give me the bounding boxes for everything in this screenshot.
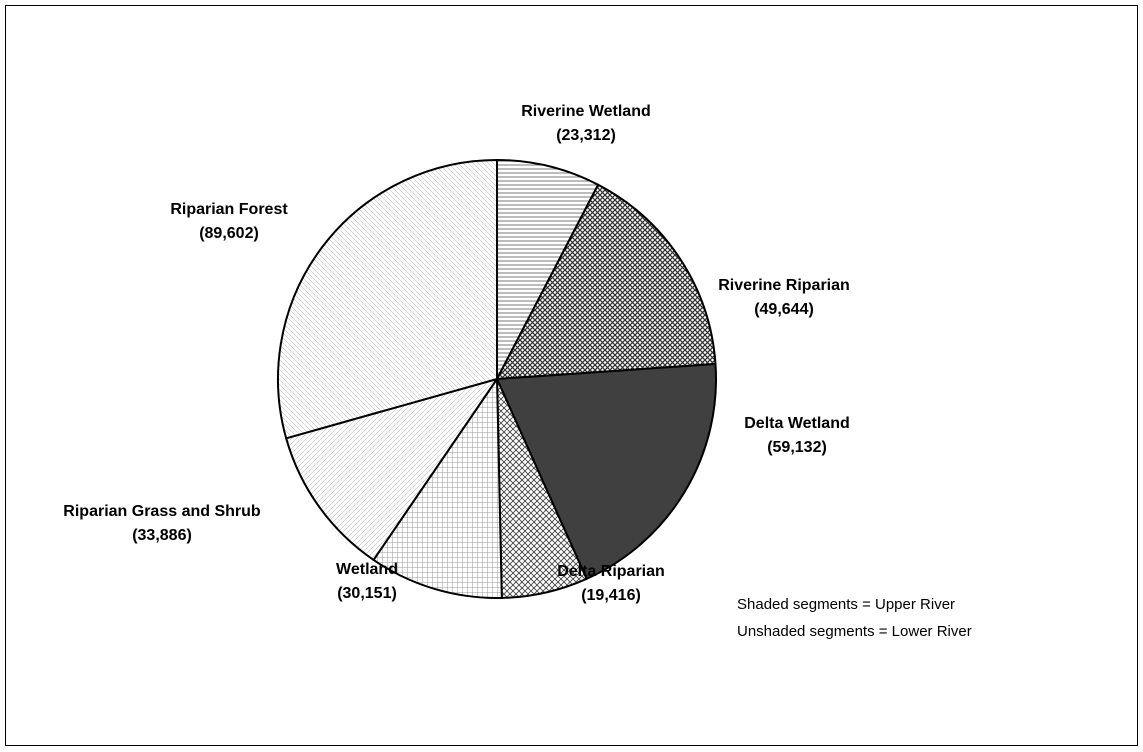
pie-slice — [277, 159, 498, 440]
category-label: Riverine Riparian — [718, 277, 850, 294]
category-label: Wetland — [336, 561, 398, 578]
frame — [5, 5, 1138, 746]
value-label: (19,416) — [581, 587, 641, 604]
slice-label: Delta Riparian (19,416) — [481, 560, 741, 608]
annotation: Shaded segments = Upper River — [737, 596, 956, 613]
slice-label: Riparian Forest (89,602) — [99, 198, 359, 246]
slice-label: Delta Wetland (59,132) — [667, 412, 927, 460]
slice-label: Riverine Riparian (49,644) — [654, 274, 914, 322]
pie-slice — [496, 362, 717, 580]
category-label: Riparian Forest — [170, 201, 288, 218]
slice-label: Wetland (30,151) — [267, 558, 467, 606]
category-label: Delta Riparian — [557, 563, 665, 580]
value-label: (49,644) — [754, 301, 814, 318]
pie-slice — [372, 378, 503, 599]
category-label: Riverine Wetland — [521, 103, 651, 120]
value-label: (23,312) — [556, 127, 616, 144]
slice-label: Riverine Wetland (23,312) — [456, 100, 716, 148]
value-label: (30,151) — [337, 585, 397, 602]
value-label: (89,602) — [199, 225, 259, 242]
value-label: (59,132) — [767, 439, 827, 456]
category-label: Delta Wetland — [744, 415, 850, 432]
value-label: (33,886) — [132, 527, 192, 544]
category-label: Riparian Grass and Shrub — [63, 503, 261, 520]
pie-slice — [496, 159, 600, 380]
slice-label: Riparian Grass and Shrub (33,886) — [62, 500, 262, 548]
pie-slice — [496, 183, 717, 380]
annotation: Unshaded segments = Lower River — [737, 623, 972, 640]
